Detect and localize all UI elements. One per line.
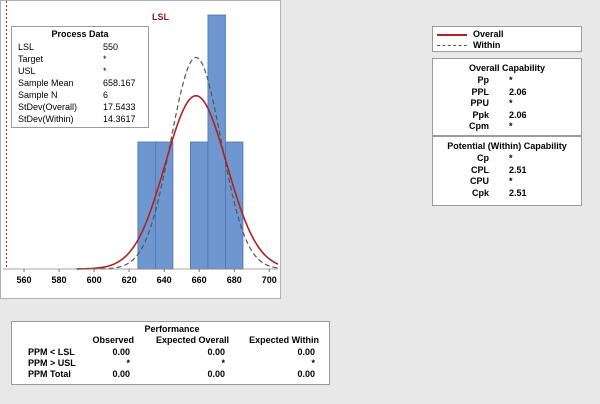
capability-key: Cpm (469, 121, 489, 131)
capability-row: Cpk 2.51 (433, 188, 573, 199)
process-data-value: 550 (103, 42, 119, 52)
capability-row: CPL 2.51 (433, 165, 573, 176)
capability-key: PPL (471, 86, 489, 97)
legend-item-overall: Overall (437, 29, 577, 40)
legend-within-swatch (437, 45, 467, 46)
process-data-row: LSL 550 (18, 42, 146, 53)
capability-value: * (509, 121, 513, 131)
process-data-row: Sample Mean 658.167 (18, 78, 146, 89)
histogram-bar (190, 141, 209, 270)
capability-key: Cpk (471, 187, 489, 198)
capability-row: Pp * (433, 75, 573, 86)
x-tick-label: 560 (17, 275, 32, 285)
capability-value: * (509, 75, 513, 85)
performance-cell: 0.00 (297, 369, 315, 379)
capability-value: * (509, 98, 513, 108)
capability-row: CPU * (433, 176, 573, 187)
capability-key: Pp (477, 75, 489, 85)
x-tick-label: 580 (52, 275, 67, 285)
within-capability-panel: Potential (Within) Capability Cp * CPL 2.51… (432, 136, 582, 206)
process-data-key: StDev(Within) (18, 114, 74, 124)
performance-cell: 0.00 (112, 369, 130, 379)
capability-key: PPU (470, 98, 489, 108)
capability-row: Ppk 2.06 (433, 110, 573, 121)
histogram-bar (154, 141, 174, 270)
x-tick-label: 620 (122, 275, 137, 285)
capability-key: CPL (471, 164, 489, 175)
x-tick-label: 600 (87, 275, 102, 285)
capability-row: PPL 2.06 (433, 87, 573, 98)
performance-cell: * (126, 358, 130, 368)
capability-row: PPU * (433, 98, 573, 109)
performance-cell: 0.00 (207, 347, 225, 357)
process-data-key: Target (18, 54, 44, 64)
histogram-svg: 560 580 600 620 640 660 680 700 (3, 1, 279, 285)
legend-item-within: Within (437, 40, 577, 51)
performance-column-header: Expected Overall (155, 335, 229, 345)
performance-panel: Performance Observed Expected Overall Expe… (11, 321, 330, 385)
process-data-value: 14.3617 (103, 114, 136, 124)
x-tick-label: 660 (192, 275, 207, 285)
process-data-row: USL * (18, 66, 146, 77)
process-data-value: 658.167 (103, 78, 136, 88)
performance-cell: * (221, 358, 225, 368)
performance-cell: * (311, 358, 315, 368)
performance-row-label: PPM Total (28, 369, 71, 379)
capability-value: 2.51 (509, 187, 527, 198)
process-data-row: Sample N 6 (18, 90, 146, 101)
process-data-row: Target * (18, 54, 146, 65)
process-data-key: LSL (18, 42, 35, 52)
capability-value: * (509, 153, 513, 163)
x-tick-label: 700 (262, 275, 277, 285)
capability-key: Cp (477, 153, 489, 163)
capability-key: Ppk (472, 109, 489, 120)
capability-value: 2.06 (509, 109, 527, 120)
process-data-value: * (103, 54, 107, 64)
capability-value: 2.06 (509, 86, 527, 97)
legend-overall-swatch (437, 34, 467, 36)
performance-row-label: PPM < LSL (28, 347, 75, 357)
process-data-value: 17.5433 (103, 102, 136, 112)
process-data-key: Sample N (18, 90, 58, 100)
overall-capability-panel: Overall Capability Pp * PPL 2.06 PPU * Ppk 2.06… (432, 58, 582, 136)
performance-column-header: Observed (92, 335, 134, 345)
performance-cell: 0.00 (112, 347, 130, 357)
overall-capability-title: Overall Capability (468, 63, 546, 73)
capability-value: * (509, 176, 513, 186)
capability-row: Cp * (433, 153, 573, 164)
performance-column-header: Expected Within (249, 335, 319, 345)
legend-overall-label: Overall (473, 29, 504, 39)
within-capability-title: Potential (Within) Capability (447, 141, 567, 151)
legend: Overall Within (432, 26, 582, 52)
legend-within-label: Within (473, 40, 501, 50)
x-tick-label: 640 (157, 275, 172, 285)
process-data-key: StDev(Overall) (18, 102, 78, 112)
lsl-label: LSL (152, 12, 169, 22)
overall-curve (76, 94, 279, 270)
process-data-title: Process Data (51, 29, 109, 39)
performance-cell: 0.00 (297, 347, 315, 357)
histogram-bar (207, 14, 226, 270)
process-data-row: StDev(Within) 14.3617 (18, 114, 146, 125)
capability-row: Cpm * (433, 121, 573, 132)
within-curve (76, 56, 279, 270)
process-data-panel: Process Data LSL 550 Target * USL * Sample Mea… (11, 26, 149, 128)
process-data-key: Sample Mean (18, 78, 74, 88)
process-data-value: * (103, 66, 107, 76)
performance-title: Performance (144, 324, 200, 334)
process-data-value: 6 (103, 90, 109, 100)
capability-value: 2.51 (509, 164, 527, 175)
performance-row-label: PPM > USL (28, 358, 76, 368)
capability-key: CPU (469, 176, 489, 186)
x-tick-label: 680 (227, 275, 242, 285)
process-data-key: USL (18, 66, 36, 76)
performance-cell: 0.00 (207, 369, 225, 379)
process-data-row: StDev(Overall) 17.5433 (18, 102, 146, 113)
